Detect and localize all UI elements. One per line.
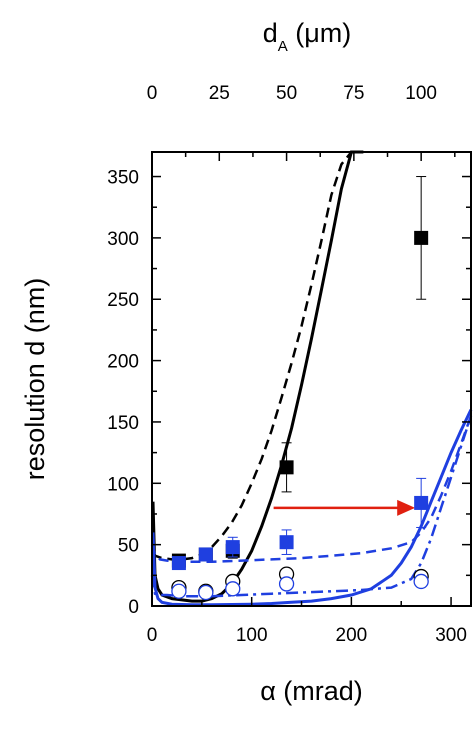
point-square-1-4 xyxy=(414,495,429,510)
point-square-0-3 xyxy=(279,460,294,475)
arrow-head xyxy=(397,499,416,516)
top-tick-label: 75 xyxy=(343,83,364,104)
shift-arrow xyxy=(273,499,416,516)
curve-dashdot-4 xyxy=(150,415,473,598)
curve-solid-0 xyxy=(151,150,364,603)
point-circle-3-4 xyxy=(413,573,429,590)
x-axis-label: α (mrad) xyxy=(260,676,363,706)
point-square-1-1 xyxy=(198,547,213,562)
x-tick-label: 300 xyxy=(435,625,467,646)
point-square-1-0 xyxy=(171,556,186,571)
y-tick-label: 150 xyxy=(107,413,139,434)
y-axis-label: resolution d (nm) xyxy=(20,278,50,481)
y-tick-label: 50 xyxy=(118,536,139,557)
x-tick-label: 0 xyxy=(147,625,158,646)
fit-curves xyxy=(150,150,473,607)
x-tick-label: 200 xyxy=(336,625,368,646)
point-square-0-4 xyxy=(414,230,429,245)
y-tick-label: 100 xyxy=(107,474,139,495)
point-square-1-3 xyxy=(279,535,294,550)
top-axis-label-sub: A xyxy=(278,38,288,55)
y-tick-label: 250 xyxy=(107,290,139,311)
axis-ticks: 0 100 200 300 0 50 100 150 200 250 300 350 0 25 50 75 10… xyxy=(107,83,471,646)
y-tick-label: 0 xyxy=(128,597,139,618)
point-circle-3-1 xyxy=(198,584,214,601)
top-tick-label: 50 xyxy=(276,83,297,104)
point-circle-3-0 xyxy=(171,583,187,599)
top-tick-label: 100 xyxy=(405,83,437,104)
y-tick-label: 300 xyxy=(107,229,139,250)
top-tick-label: 25 xyxy=(209,83,230,104)
plot-frame xyxy=(151,151,472,607)
top-axis-label-unit: (μm) xyxy=(288,18,352,48)
y-tick-label: 200 xyxy=(107,352,139,373)
point-circle-3-2 xyxy=(225,581,241,597)
curve-dashed-1 xyxy=(151,150,364,561)
top-axis-label: dA (μm) xyxy=(263,18,352,55)
top-axis-label-main: d xyxy=(263,18,278,48)
curve-dashed-3 xyxy=(150,415,473,564)
point-circle-3-3 xyxy=(278,576,295,592)
data-points xyxy=(171,176,429,601)
point-square-1-2 xyxy=(225,540,240,555)
top-tick-label: 0 xyxy=(147,83,158,104)
curve-solid-2 xyxy=(151,409,473,607)
x-tick-label: 100 xyxy=(236,625,268,646)
y-tick-label: 350 xyxy=(107,168,139,189)
